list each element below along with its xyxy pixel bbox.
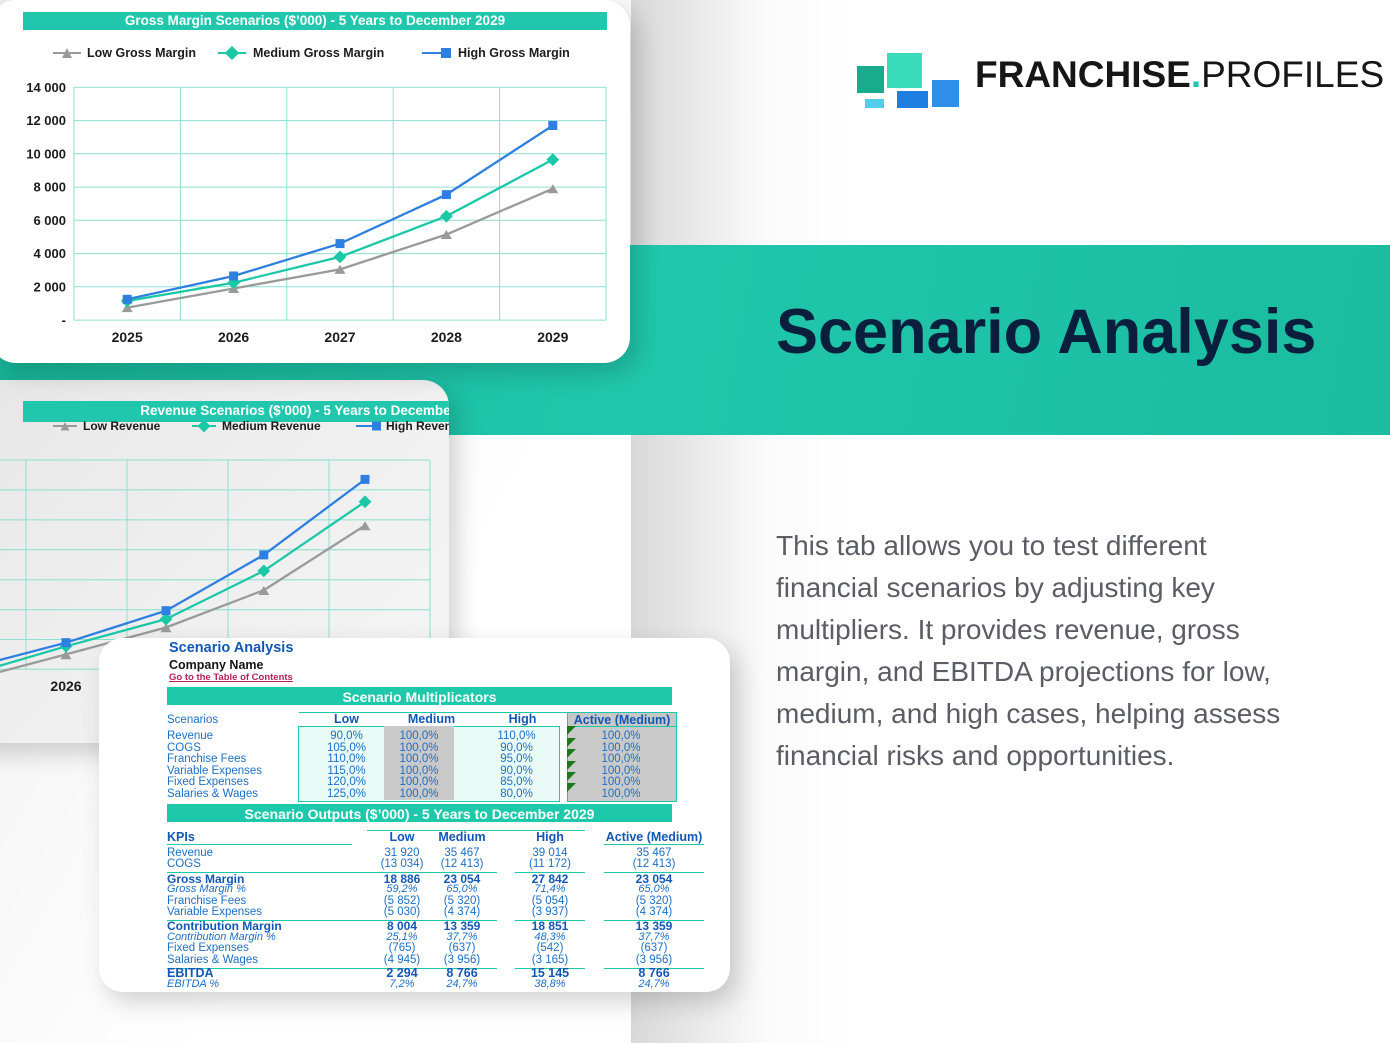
svg-text:6 000: 6 000 <box>33 213 66 228</box>
svg-text:14 000: 14 000 <box>26 80 66 95</box>
svg-text:Low Gross Margin: Low Gross Margin <box>87 46 196 60</box>
svg-text:High Revenue: High Revenue <box>386 419 449 433</box>
svg-text:12 000: 12 000 <box>26 113 66 128</box>
svg-text:2029: 2029 <box>537 329 568 345</box>
svg-text:High Gross Margin: High Gross Margin <box>458 46 570 60</box>
svg-text:10 000: 10 000 <box>26 146 66 161</box>
svg-text:8 000: 8 000 <box>33 180 66 195</box>
svg-text:2026: 2026 <box>218 329 249 345</box>
svg-text:2027: 2027 <box>324 329 355 345</box>
svg-text:2025: 2025 <box>112 329 143 345</box>
svg-text:2028: 2028 <box>431 329 462 345</box>
svg-text:Medium Gross Margin: Medium Gross Margin <box>253 46 384 60</box>
svg-text:2 000: 2 000 <box>33 279 66 294</box>
svg-text:2026: 2026 <box>50 678 81 694</box>
svg-text:Low Revenue: Low Revenue <box>83 419 161 433</box>
svg-text:-: - <box>62 313 66 328</box>
svg-text:4 000: 4 000 <box>33 246 66 261</box>
svg-text:Medium Revenue: Medium Revenue <box>222 419 321 433</box>
